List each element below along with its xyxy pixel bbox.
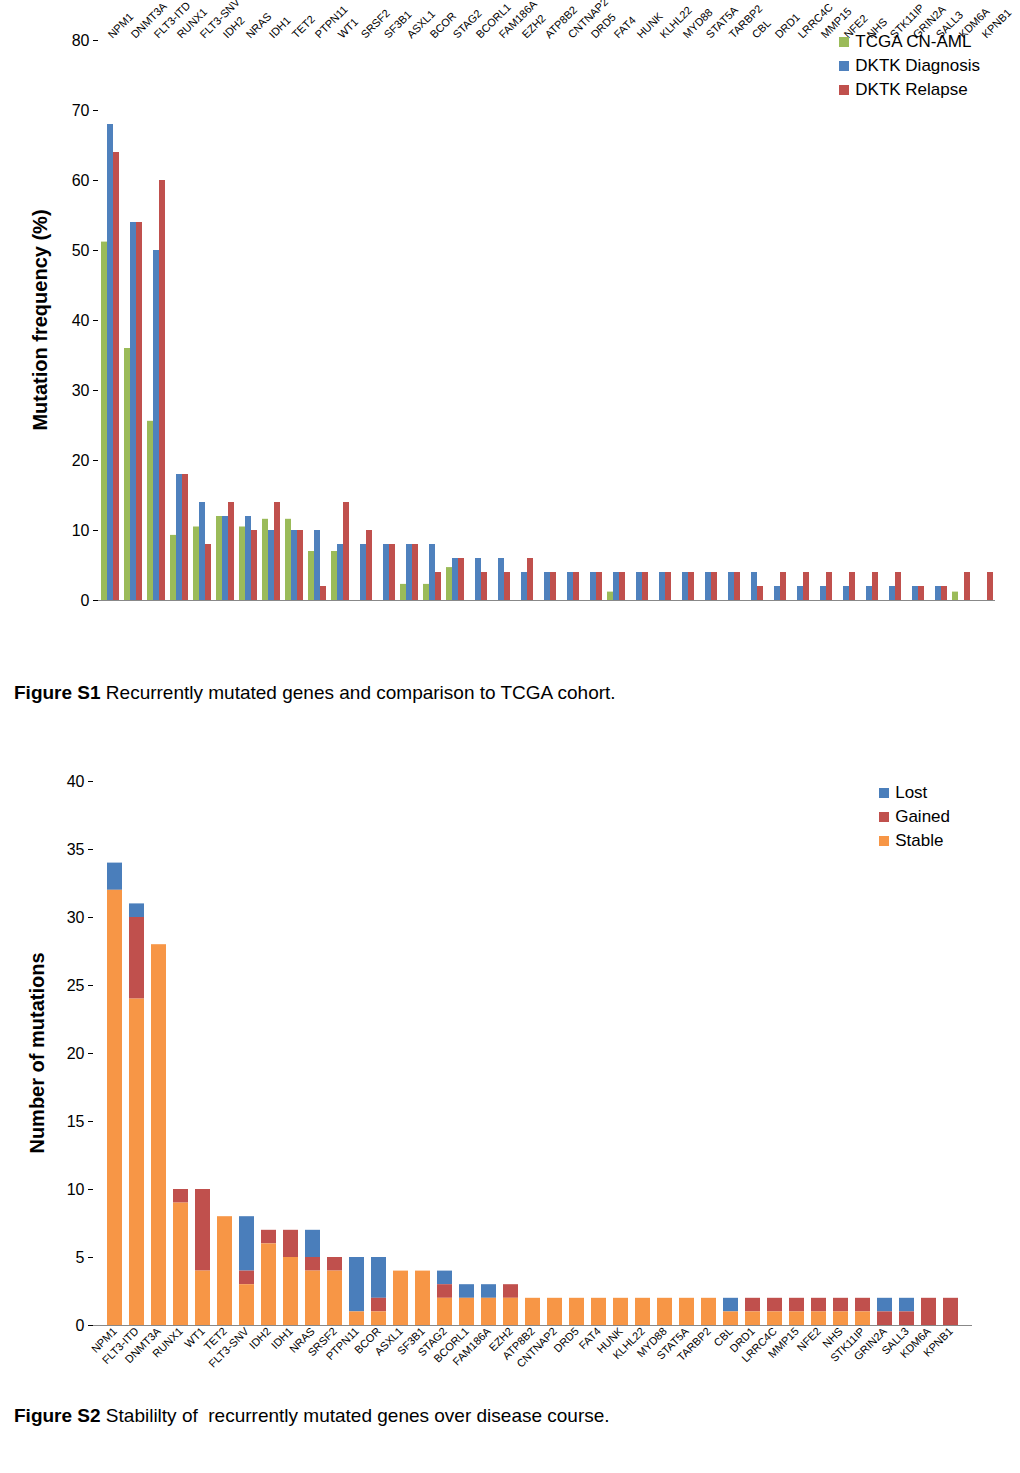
- svg-text:20: 20: [72, 452, 90, 469]
- svg-text:70: 70: [72, 102, 90, 119]
- svg-text:NFE2: NFE2: [795, 1325, 823, 1353]
- svg-text:50: 50: [72, 242, 90, 259]
- svg-text:FLT3-SNV: FLT3-SNV: [206, 1324, 251, 1369]
- svg-text:WT1: WT1: [335, 15, 360, 40]
- svg-text:30: 30: [72, 382, 90, 399]
- svg-text:CBL: CBL: [749, 17, 773, 41]
- svg-text:15: 15: [67, 1113, 85, 1130]
- svg-text:30: 30: [67, 909, 85, 926]
- svg-text:FAT4: FAT4: [611, 14, 638, 41]
- svg-text:IDH2: IDH2: [220, 14, 246, 40]
- svg-text:DRD1: DRD1: [772, 11, 802, 41]
- svg-text:60: 60: [72, 172, 90, 189]
- svg-text:0: 0: [76, 1317, 85, 1334]
- svg-text:IDH2: IDH2: [247, 1325, 273, 1351]
- svg-text:20: 20: [67, 1045, 85, 1062]
- svg-text:DRD5: DRD5: [588, 11, 618, 41]
- svg-text:KPNB1: KPNB1: [979, 6, 1013, 40]
- svg-text:80: 80: [72, 32, 90, 49]
- svg-text:40: 40: [67, 773, 85, 790]
- svg-text:RUNX1: RUNX1: [150, 1325, 185, 1360]
- svg-text:0: 0: [81, 592, 90, 609]
- svg-text:10: 10: [72, 522, 90, 539]
- svg-text:25: 25: [67, 977, 85, 994]
- svg-text:TET2: TET2: [289, 13, 317, 41]
- svg-text:10: 10: [67, 1181, 85, 1198]
- svg-text:TARBP2: TARBP2: [675, 1325, 713, 1363]
- svg-text:EZH2: EZH2: [519, 12, 547, 40]
- svg-text:5: 5: [76, 1249, 85, 1266]
- svg-text:IDH1: IDH1: [266, 14, 292, 40]
- svg-text:35: 35: [67, 841, 85, 858]
- svg-text:40: 40: [72, 312, 90, 329]
- svg-text:DRD5: DRD5: [551, 1325, 581, 1355]
- svg-text:KPNB1: KPNB1: [921, 1325, 955, 1359]
